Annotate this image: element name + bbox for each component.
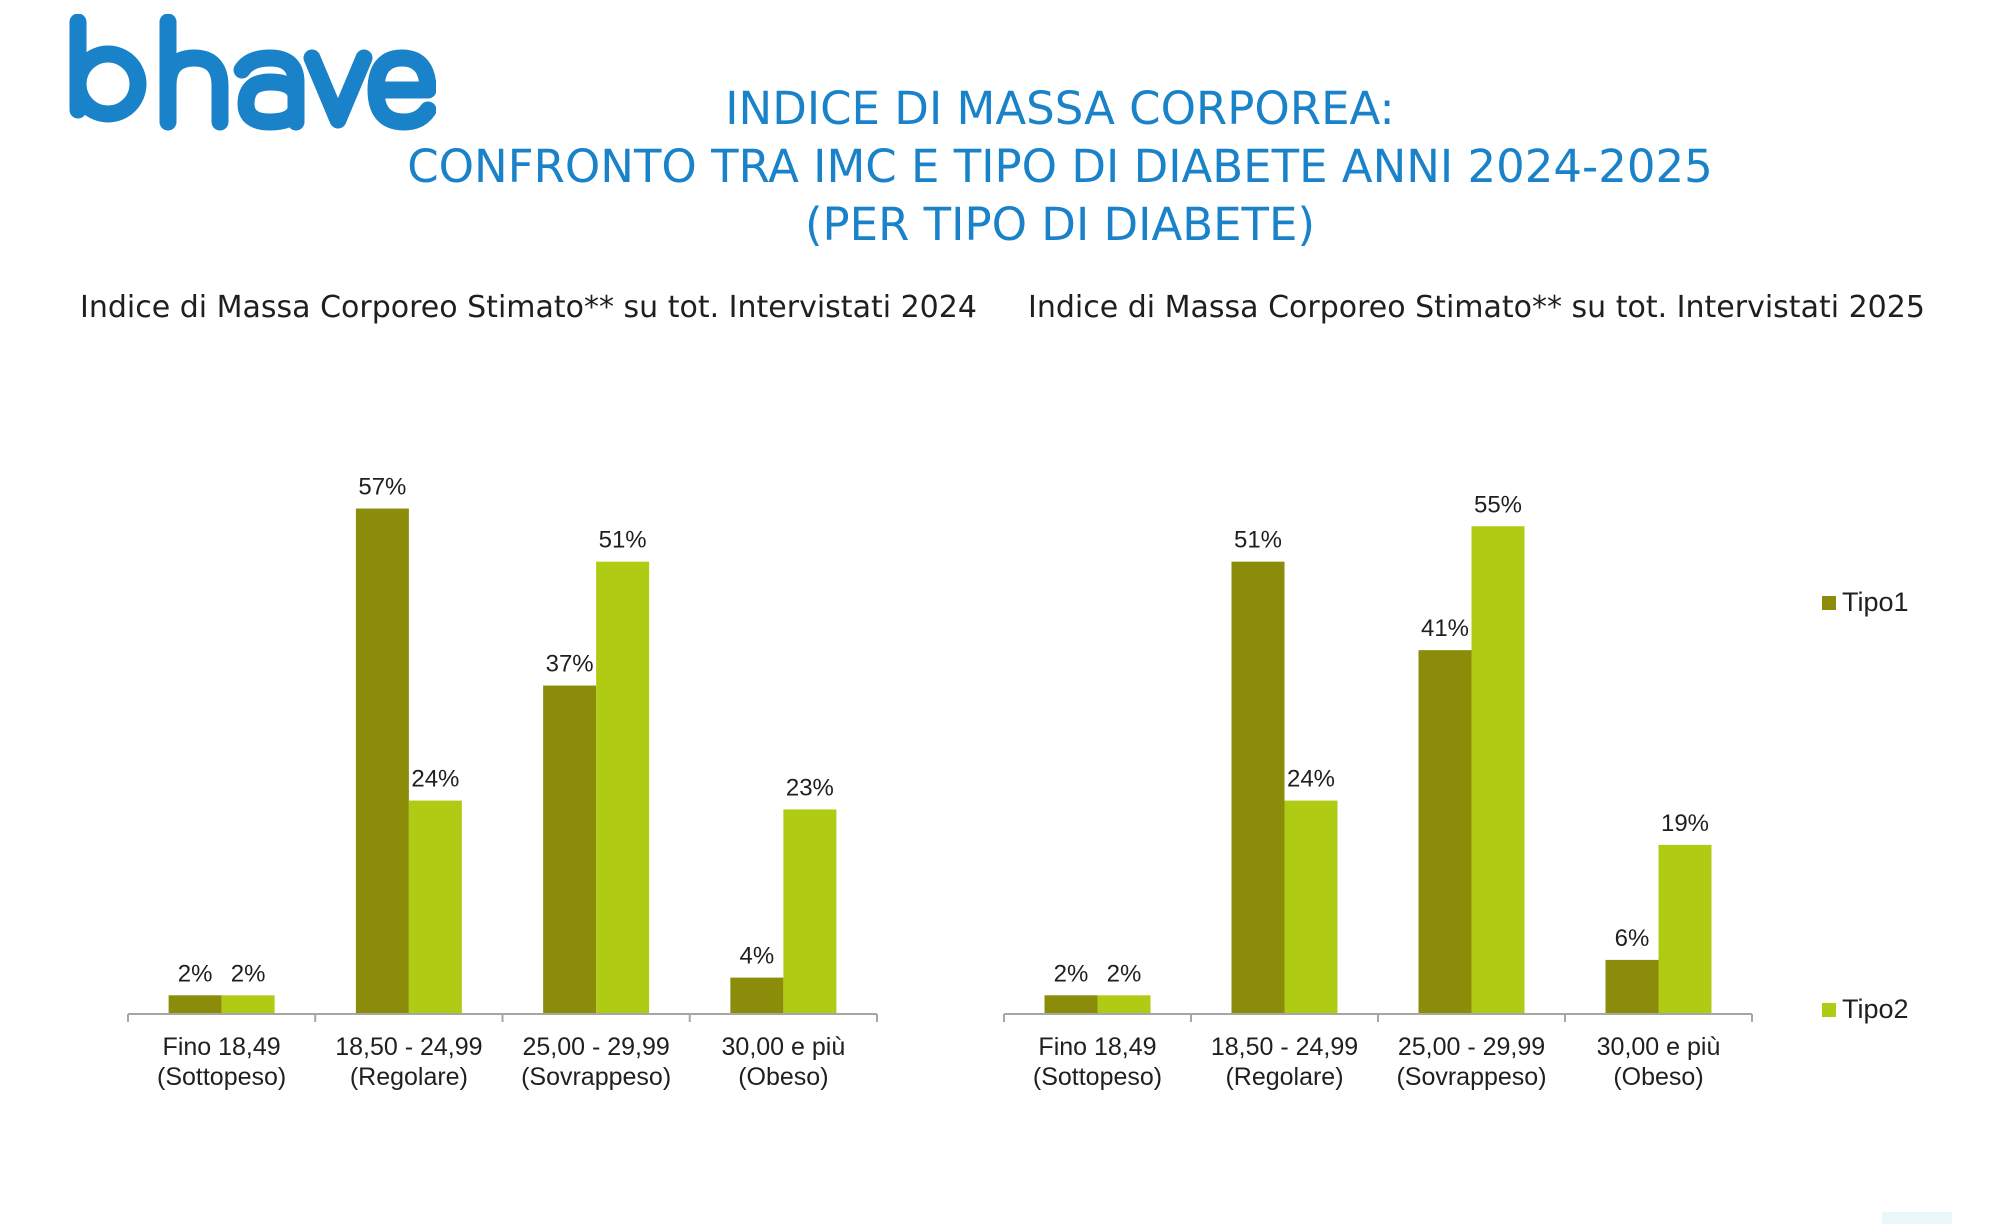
bar-tipo1-2025-3 bbox=[1418, 650, 1472, 1013]
data-label-tipo2-2024-1: 2% bbox=[231, 960, 266, 987]
bar-tipo2-2024-2 bbox=[408, 800, 462, 1013]
legend-item-tipo1: Tipo1 bbox=[1822, 587, 1909, 618]
data-label-tipo1-2025-2: 51% bbox=[1234, 527, 1282, 554]
category-label-2025-4: 30,00 e più bbox=[1597, 1033, 1721, 1061]
legend-swatch-tipo1 bbox=[1822, 595, 1836, 610]
category-label-2024-4: (Obeso) bbox=[738, 1063, 828, 1091]
chart-title-2024: Indice di Massa Corporeo Stimato** su to… bbox=[80, 290, 977, 325]
data-label-tipo2-2024-3: 51% bbox=[599, 527, 647, 554]
category-label-2025-3: 25,00 - 29,99 bbox=[1398, 1033, 1545, 1061]
category-label-2025-4: (Obeso) bbox=[1613, 1063, 1703, 1091]
category-label-2025-1: (Sottopeso) bbox=[1033, 1063, 1162, 1091]
data-label-tipo1-2025-1: 2% bbox=[1054, 960, 1089, 987]
legend-label-tipo1: Tipo1 bbox=[1842, 587, 1909, 617]
legend-item-tipo2: Tipo2 bbox=[1822, 994, 1909, 1025]
category-label-2025-2: (Regolare) bbox=[1225, 1063, 1343, 1091]
data-label-tipo2-2024-2: 24% bbox=[411, 766, 459, 793]
bar-tipo2-2025-1 bbox=[1097, 995, 1151, 1013]
bar-tipo2-2024-1 bbox=[221, 995, 275, 1013]
data-label-tipo2-2025-4: 19% bbox=[1661, 810, 1709, 837]
category-label-2024-2: (Regolare) bbox=[350, 1063, 468, 1091]
data-label-tipo1-2024-4: 4% bbox=[740, 943, 775, 970]
bar-tipo2-2025-4 bbox=[1658, 844, 1712, 1013]
category-label-2025-1: Fino 18,49 bbox=[1038, 1033, 1156, 1061]
bhave-logo bbox=[69, 14, 436, 131]
title-line-2: CONFRONTO TRA IMC E TIPO DI DIABETE ANNI… bbox=[407, 140, 1713, 193]
bar-tipo2-2024-4 bbox=[783, 809, 837, 1013]
bar-tipo2-2024-3 bbox=[596, 561, 650, 1013]
category-label-2024-4: 30,00 e più bbox=[722, 1033, 846, 1061]
category-label-2024-3: 25,00 - 29,99 bbox=[522, 1033, 669, 1061]
category-label-2024-2: 18,50 - 24,99 bbox=[335, 1033, 482, 1061]
bar-tipo1-2025-4 bbox=[1605, 959, 1659, 1013]
data-label-tipo2-2024-4: 23% bbox=[786, 774, 834, 801]
data-label-tipo1-2024-2: 57% bbox=[358, 474, 406, 501]
data-label-tipo2-2025-3: 55% bbox=[1474, 491, 1522, 518]
bar-tipo1-2025-2 bbox=[1231, 561, 1285, 1013]
data-label-tipo1-2025-3: 41% bbox=[1421, 615, 1469, 642]
data-label-tipo2-2025-2: 24% bbox=[1287, 766, 1335, 793]
bar-tipo1-2024-3 bbox=[543, 685, 597, 1013]
category-label-2024-3: (Sovrappeso) bbox=[521, 1063, 671, 1091]
data-label-tipo1-2024-3: 37% bbox=[546, 651, 594, 678]
bar-tipo2-2025-2 bbox=[1284, 800, 1338, 1013]
title-line-3: (PER TIPO DI DIABETE) bbox=[804, 198, 1316, 251]
category-label-2025-2: 18,50 - 24,99 bbox=[1211, 1033, 1358, 1061]
page-title: INDICE DI MASSA CORPOREA: CONFRONTO TRA … bbox=[330, 80, 1790, 254]
legend-label-tipo2: Tipo2 bbox=[1842, 994, 1909, 1024]
bar-tipo1-2024-1 bbox=[168, 995, 222, 1013]
category-label-2025-3: (Sovrappeso) bbox=[1396, 1063, 1546, 1091]
title-line-1: INDICE DI MASSA CORPOREA: bbox=[725, 82, 1395, 135]
category-label-2024-1: Fino 18,49 bbox=[163, 1033, 281, 1061]
bar-tipo1-2025-1 bbox=[1044, 995, 1098, 1013]
corner-decoration bbox=[1882, 1212, 1952, 1224]
data-label-tipo2-2025-1: 2% bbox=[1107, 960, 1142, 987]
category-label-2024-1: (Sottopeso) bbox=[157, 1063, 286, 1091]
data-label-tipo1-2024-1: 2% bbox=[178, 960, 213, 987]
chart-title-2025: Indice di Massa Corporeo Stimato** su to… bbox=[1028, 290, 1925, 325]
bar-tipo1-2024-4 bbox=[730, 977, 784, 1013]
bar-tipo1-2024-2 bbox=[355, 508, 409, 1013]
data-label-tipo1-2025-4: 6% bbox=[1615, 925, 1650, 952]
bar-tipo2-2025-3 bbox=[1471, 526, 1525, 1013]
legend-swatch-tipo2 bbox=[1822, 1002, 1836, 1017]
